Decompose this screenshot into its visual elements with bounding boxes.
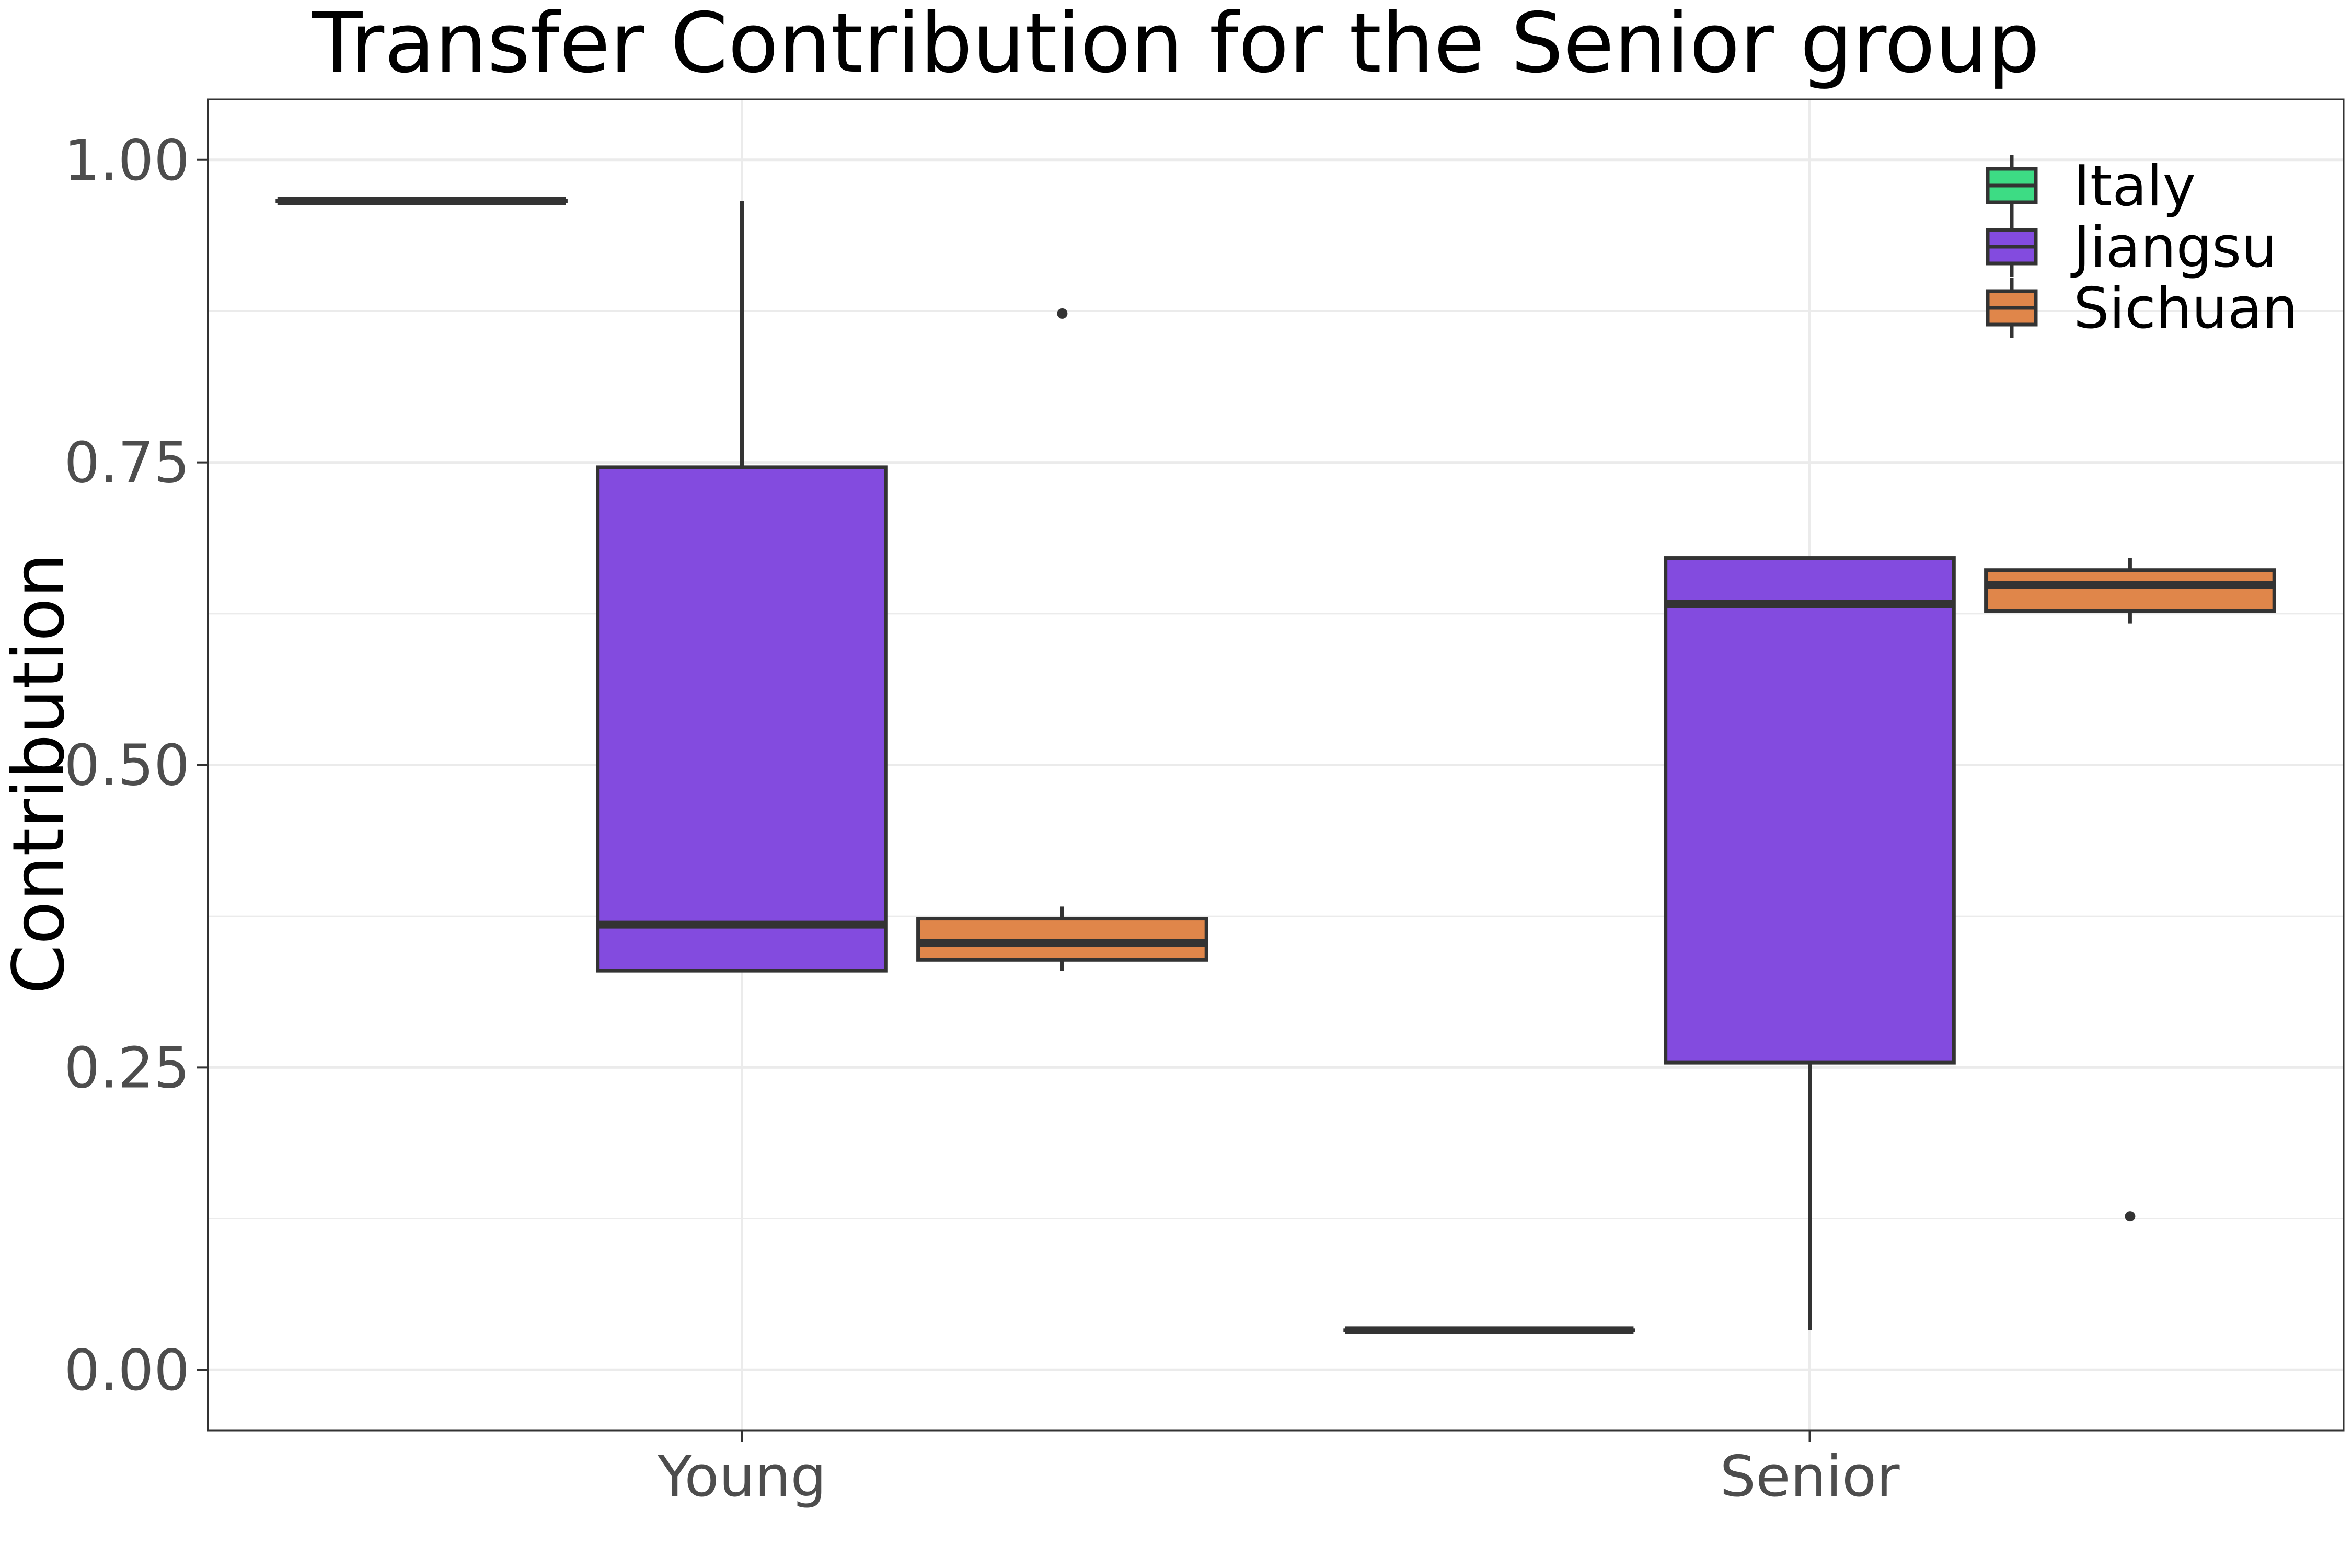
box-jiangsu-senior bbox=[1664, 556, 1956, 1330]
outlier-point bbox=[1057, 308, 1068, 319]
box-body bbox=[1984, 568, 2276, 613]
chart-title: Transfer Contribution for the Senior gro… bbox=[312, 0, 2040, 91]
legend-item-sichuan: Sichuan bbox=[1986, 276, 2298, 341]
outlier-point bbox=[2125, 1211, 2136, 1222]
y-tick-label: 0.50 bbox=[64, 733, 190, 799]
box-body bbox=[596, 465, 888, 973]
box-sichuan-young bbox=[916, 308, 1208, 971]
legend-label: Sichuan bbox=[2073, 276, 2298, 341]
legend-label: Jiangsu bbox=[2070, 215, 2277, 280]
box-sichuan-senior bbox=[1984, 558, 2276, 1222]
box-series bbox=[275, 197, 2276, 1334]
y-tick-label: 0.00 bbox=[64, 1338, 190, 1403]
legend-item-italy: Italy bbox=[1986, 154, 2196, 219]
box-jiangsu-young bbox=[596, 201, 888, 973]
y-tick-label: 0.75 bbox=[64, 431, 190, 496]
legend-label: Italy bbox=[2073, 154, 2196, 219]
x-tick-label: Senior bbox=[1720, 1444, 1900, 1509]
y-tick-label: 0.25 bbox=[64, 1035, 190, 1101]
y-tick-label: 1.00 bbox=[64, 128, 190, 193]
axis-ticks: 0.00 0.25 0.50 0.75 1.00 Young Senior bbox=[64, 128, 1900, 1509]
box-body bbox=[1664, 556, 1956, 1065]
legend-item-jiangsu: Jiangsu bbox=[1986, 215, 2277, 280]
x-tick-label: Young bbox=[657, 1444, 826, 1509]
